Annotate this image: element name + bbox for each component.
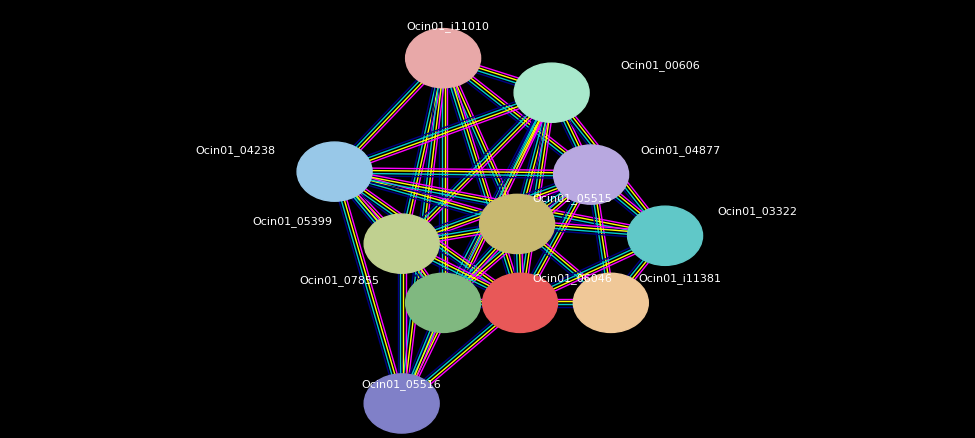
Ellipse shape xyxy=(406,29,481,88)
Ellipse shape xyxy=(406,274,481,333)
Text: Ocin01_i11381: Ocin01_i11381 xyxy=(639,272,722,283)
Text: Ocin01_07855: Ocin01_07855 xyxy=(299,275,379,286)
Text: Ocin01_06046: Ocin01_06046 xyxy=(532,272,611,283)
Ellipse shape xyxy=(554,146,629,205)
Ellipse shape xyxy=(297,143,372,202)
Text: Ocin01_03322: Ocin01_03322 xyxy=(718,206,798,216)
Text: Ocin01_05399: Ocin01_05399 xyxy=(253,215,332,226)
Ellipse shape xyxy=(365,215,439,274)
Text: Ocin01_05516: Ocin01_05516 xyxy=(362,378,442,389)
Ellipse shape xyxy=(514,64,589,123)
Text: Ocin01_04877: Ocin01_04877 xyxy=(641,145,721,155)
Ellipse shape xyxy=(573,274,648,333)
Text: Ocin01_00606: Ocin01_00606 xyxy=(621,60,700,71)
Ellipse shape xyxy=(365,374,439,433)
Ellipse shape xyxy=(628,207,703,266)
Text: Ocin01_i11010: Ocin01_i11010 xyxy=(407,21,489,32)
Text: Ocin01_04238: Ocin01_04238 xyxy=(195,145,275,155)
Ellipse shape xyxy=(480,195,555,254)
Text: Ocin01_05515: Ocin01_05515 xyxy=(532,193,611,204)
Ellipse shape xyxy=(483,274,558,333)
